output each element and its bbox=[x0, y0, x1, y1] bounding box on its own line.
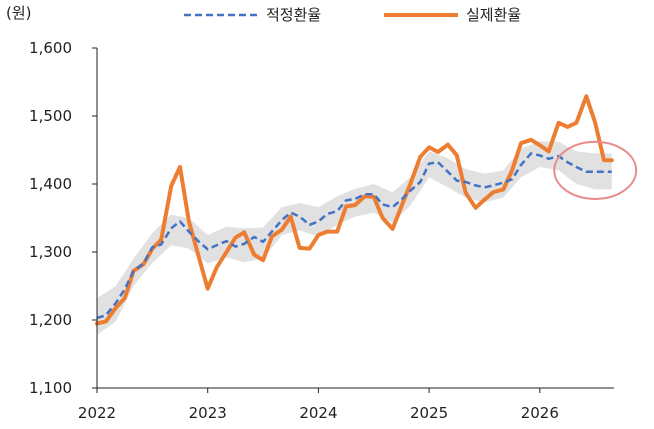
legend-label-fair: 적정환율 bbox=[266, 6, 321, 24]
series-lines bbox=[95, 94, 614, 326]
legend: 적정환율 실제환율 bbox=[184, 6, 521, 24]
y-tick-label: 1,600 bbox=[29, 39, 72, 57]
y-tick-label: 1,400 bbox=[29, 175, 72, 193]
x-tick-label: 2025 bbox=[410, 404, 448, 422]
y-tick-label: 1,500 bbox=[29, 107, 72, 125]
y-tick-label: 1,200 bbox=[29, 311, 72, 329]
legend-label-actual: 실제환율 bbox=[466, 6, 521, 24]
tick-labels: 1,100 1,200 1,300 1,400 1,500 1,600 2022 2023 20… bbox=[29, 39, 559, 422]
x-tick-label: 2022 bbox=[78, 404, 116, 422]
y-tick-label: 1,300 bbox=[29, 243, 72, 261]
confidence-band bbox=[97, 141, 612, 335]
series-line-fair bbox=[96, 152, 612, 320]
highlight-ellipse bbox=[553, 140, 638, 200]
axes bbox=[92, 47, 614, 393]
y-tick-label: 1,100 bbox=[29, 379, 72, 397]
series-line-actual bbox=[95, 94, 614, 326]
x-tick-label: 2023 bbox=[189, 404, 227, 422]
y-axis-unit-label: (원) bbox=[6, 4, 32, 22]
band-area bbox=[97, 141, 612, 335]
x-tick-label: 2026 bbox=[521, 404, 559, 422]
x-tick-label: 2024 bbox=[299, 404, 337, 422]
highlight-annotation bbox=[553, 140, 638, 200]
